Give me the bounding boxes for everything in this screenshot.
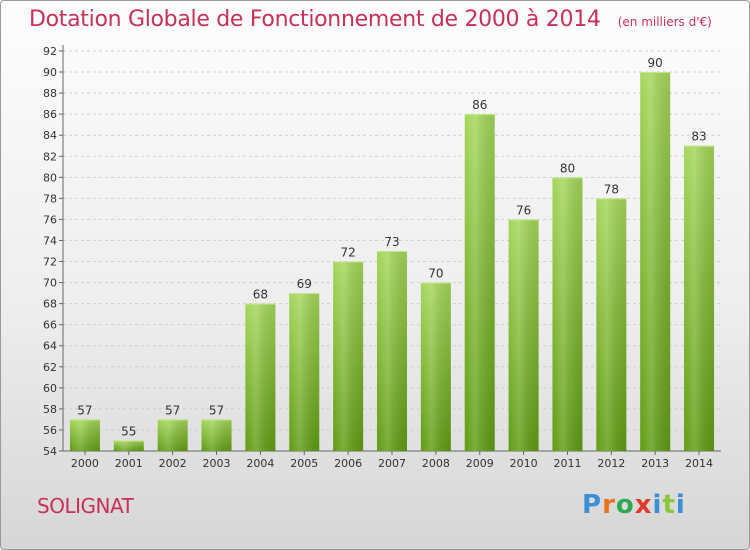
logo-letter: r: [602, 490, 616, 520]
x-tick-label: 2001: [115, 457, 143, 470]
logo-letter: t: [662, 490, 676, 520]
bar-shine: [289, 293, 320, 451]
y-tick-label: 76: [43, 213, 57, 226]
x-tick-label: 2012: [597, 457, 625, 470]
bar-value-label: 76: [516, 203, 531, 217]
y-tick-label: 80: [43, 171, 57, 184]
y-tick-label: 72: [43, 256, 57, 269]
bars: [69, 72, 715, 451]
title-row: Dotation Globale de Fonctionnement de 20…: [29, 7, 712, 32]
logo-letter: o: [615, 490, 635, 520]
logo-letter: i: [652, 490, 663, 520]
bar-shine: [420, 282, 451, 451]
bar-value-label: 90: [648, 56, 663, 70]
y-tick-label: 56: [43, 424, 57, 437]
bar-value-label: 78: [604, 182, 619, 196]
bar-value-label: 83: [691, 130, 706, 144]
bar-shine: [333, 261, 364, 451]
x-tick-label: 2003: [203, 457, 231, 470]
y-tick-label: 58: [43, 403, 57, 416]
proxiti-logo: Proxiti: [582, 490, 686, 520]
x-tick-label: 2006: [334, 457, 362, 470]
y-tick-label: 62: [43, 361, 57, 374]
bar-shine: [245, 303, 276, 451]
bar-shine: [684, 145, 715, 451]
bar-shine: [157, 419, 188, 451]
bar-value-label: 80: [560, 161, 575, 175]
bar-value-label: 70: [428, 267, 443, 281]
bar-shine: [508, 219, 539, 451]
y-tick-label: 84: [43, 129, 57, 142]
x-tick-label: 2014: [685, 457, 713, 470]
bar-value-label: 57: [209, 403, 224, 417]
x-tick-label: 2000: [71, 457, 99, 470]
commune-name: SOLIGNAT: [37, 494, 134, 518]
logo-letter: x: [634, 490, 653, 520]
bar-value-label: 72: [340, 246, 355, 260]
y-tick-label: 92: [43, 45, 57, 58]
x-tick-label: 2009: [466, 457, 494, 470]
x-tick-label: 2010: [510, 457, 538, 470]
x-tick-label: 2007: [378, 457, 406, 470]
bar-shine: [113, 440, 144, 451]
bar-shine: [201, 419, 232, 451]
bar-value-label: 68: [253, 288, 268, 302]
bar-value-label: 55: [121, 424, 136, 438]
y-tick-label: 90: [43, 66, 57, 79]
bar-value-label: 57: [165, 403, 180, 417]
x-tick-label: 2004: [246, 457, 274, 470]
bar-shine: [640, 72, 671, 451]
x-tick-label: 2013: [641, 457, 669, 470]
bar-value-label: 69: [297, 277, 312, 291]
y-tick-label: 66: [43, 319, 57, 332]
y-tick-label: 70: [43, 277, 57, 290]
x-tick-label: 2005: [290, 457, 318, 470]
x-tick-label: 2008: [422, 457, 450, 470]
bar-value-label: 73: [384, 235, 399, 249]
labels: 54 56 58 60 62 64 66 68 70 72 74 76 78 80 82 84 86 88 90 92…: [43, 45, 713, 470]
y-tick-label: 78: [43, 192, 57, 205]
y-tick-label: 54: [43, 445, 57, 458]
bar-shine: [377, 251, 407, 451]
bar-value-label: 57: [77, 403, 92, 417]
bar-shine: [552, 177, 583, 451]
y-tick-label: 60: [43, 382, 57, 395]
bar-value-label: 86: [472, 98, 487, 112]
x-tick-label: 2002: [159, 457, 187, 470]
y-tick-label: 64: [43, 340, 57, 353]
chart-subtitle: (en milliers d'€): [617, 15, 712, 29]
bar-shine: [464, 114, 495, 451]
logo-letter: i: [675, 490, 686, 520]
y-tick-label: 68: [43, 298, 57, 311]
y-tick-label: 74: [43, 234, 57, 247]
chart-title: Dotation Globale de Fonctionnement de 20…: [29, 7, 601, 32]
y-tick-label: 88: [43, 87, 57, 100]
bar-shine: [69, 419, 100, 451]
y-tick-label: 82: [43, 150, 57, 163]
logo-letter: P: [582, 490, 603, 520]
y-tick-label: 86: [43, 108, 57, 121]
x-tick-label: 2011: [553, 457, 581, 470]
bar-shine: [596, 198, 627, 451]
